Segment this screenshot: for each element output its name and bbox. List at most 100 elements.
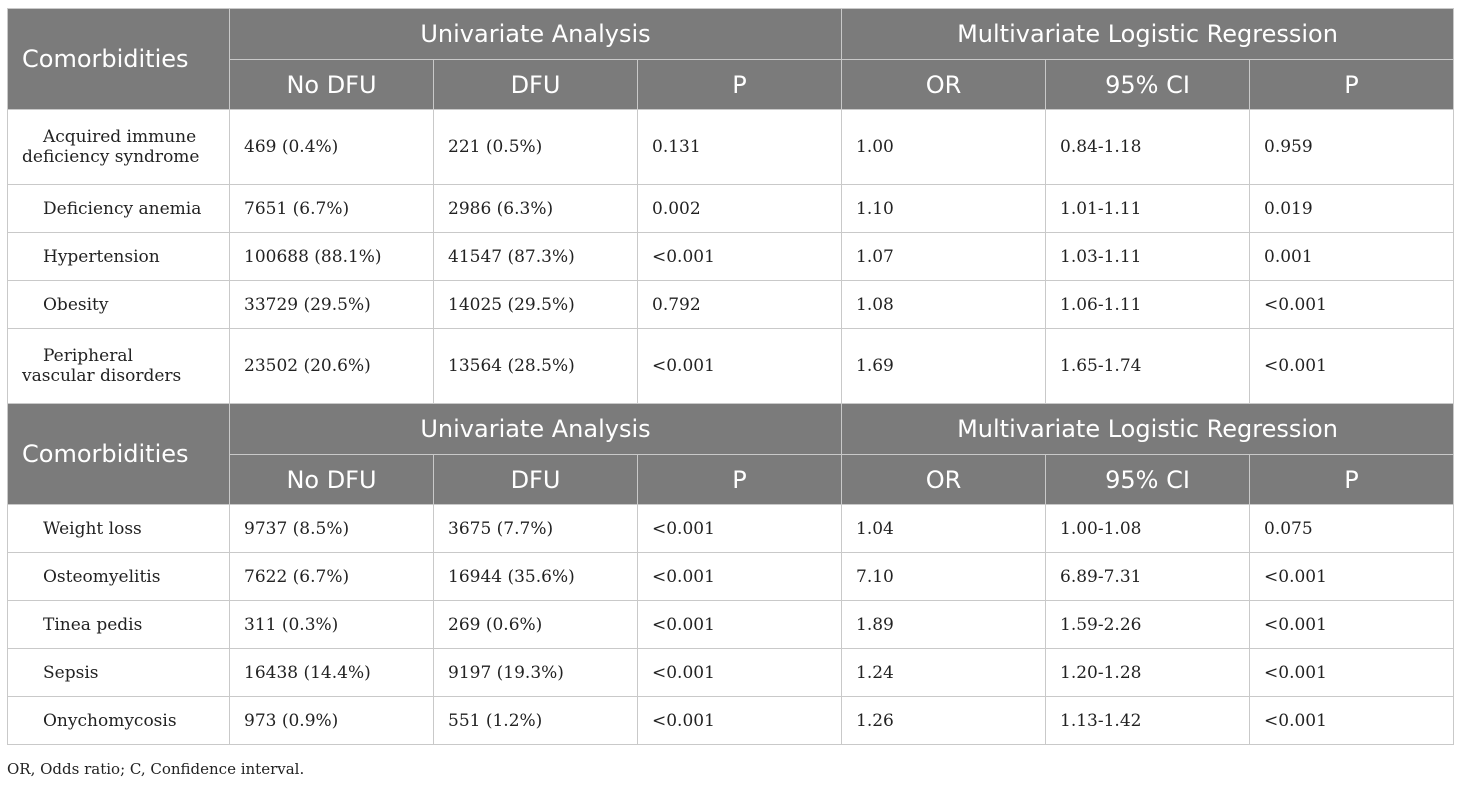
cell-p-univariate: 0.002	[636, 184, 843, 233]
col-header-ci: 95% CI	[1045, 59, 1251, 110]
cell-or: 1.10	[841, 184, 1047, 233]
row-label: Hypertension	[7, 232, 230, 281]
comorbidities-table: Comorbidities Univariate Analysis Multiv…	[7, 8, 1455, 745]
table-row: Onychomycosis 973 (0.9%) 551 (1.2%) <0.0…	[7, 696, 1455, 745]
cell-dfu: 41547 (87.3%)	[433, 232, 638, 281]
cell-ci: 1.13-1.42	[1045, 696, 1251, 745]
cell-or: 7.10	[841, 552, 1047, 601]
row-label-text: Osteomyelitis	[43, 566, 161, 587]
cell-p-univariate: <0.001	[636, 328, 843, 404]
row-label: Peripheral vascular disorders	[7, 328, 230, 404]
cell-p-univariate: <0.001	[636, 600, 843, 649]
col-header-no-dfu: No DFU	[229, 454, 434, 505]
cell-or: 1.89	[841, 600, 1047, 649]
col-header-or: OR	[841, 454, 1047, 505]
cell-dfu: 2986 (6.3%)	[433, 184, 638, 233]
cell-p-univariate: <0.001	[636, 696, 843, 745]
row-label-text: Onychomycosis	[43, 710, 177, 731]
cell-p-univariate: <0.001	[636, 648, 843, 697]
cell-p-univariate: 0.131	[636, 109, 843, 185]
cell-no-dfu: 9737 (8.5%)	[229, 504, 434, 553]
table-row: Obesity 33729 (29.5%) 14025 (29.5%) 0.79…	[7, 280, 1455, 329]
col-header-p-multivariate: P	[1249, 454, 1455, 505]
table-row: Peripheral vascular disorders 23502 (20.…	[7, 328, 1455, 404]
row-label: Onychomycosis	[7, 696, 230, 745]
table2-univariate-header: Univariate Analysis	[228, 403, 843, 455]
row-label: Osteomyelitis	[7, 552, 230, 601]
row-label-text: Obesity	[43, 294, 109, 315]
cell-p-multivariate: <0.001	[1249, 600, 1455, 649]
row-label-text: Deficiency anemia	[43, 198, 202, 219]
row-label-text: Tinea pedis	[43, 614, 143, 635]
row-label-text: Hypertension	[43, 246, 160, 267]
table-row: Tinea pedis 311 (0.3%) 269 (0.6%) <0.001…	[7, 600, 1455, 649]
table-row: Hypertension 100688 (88.1%) 41547 (87.3%…	[7, 232, 1455, 281]
col-header-ci: 95% CI	[1045, 454, 1251, 505]
cell-no-dfu: 23502 (20.6%)	[229, 328, 434, 404]
row-label: Weight loss	[7, 504, 230, 553]
col-header-dfu: DFU	[433, 59, 638, 110]
cell-ci: 1.03-1.11	[1045, 232, 1251, 281]
table-row: Weight loss 9737 (8.5%) 3675 (7.7%) <0.0…	[7, 504, 1455, 553]
cell-no-dfu: 33729 (29.5%)	[229, 280, 434, 329]
col-header-no-dfu: No DFU	[229, 59, 434, 110]
col-header-dfu: DFU	[433, 454, 638, 505]
cell-p-multivariate: <0.001	[1249, 696, 1455, 745]
cell-or: 1.00	[841, 109, 1047, 185]
col-header-or: OR	[841, 59, 1047, 110]
table2-header-row-1: Comorbidities Univariate Analysis Multiv…	[7, 403, 1455, 505]
table-row: Deficiency anemia 7651 (6.7%) 2986 (6.3%…	[7, 184, 1455, 233]
cell-p-multivariate: <0.001	[1249, 280, 1455, 329]
row-label-text: Sepsis	[43, 662, 99, 683]
table-row: Osteomyelitis 7622 (6.7%) 16944 (35.6%) …	[7, 552, 1455, 601]
cell-p-multivariate: <0.001	[1249, 328, 1455, 404]
row-label: Tinea pedis	[7, 600, 230, 649]
cell-dfu: 13564 (28.5%)	[433, 328, 638, 404]
col-header-p-univariate: P	[636, 454, 843, 505]
cell-ci: 1.06-1.11	[1045, 280, 1251, 329]
cell-ci: 1.00-1.08	[1045, 504, 1251, 553]
cell-dfu: 14025 (29.5%)	[433, 280, 638, 329]
cell-or: 1.07	[841, 232, 1047, 281]
row-label: Obesity	[7, 280, 230, 329]
table1-univariate-header: Univariate Analysis	[228, 8, 843, 60]
cell-p-multivariate: <0.001	[1249, 552, 1455, 601]
cell-p-univariate: 0.792	[636, 280, 843, 329]
cell-dfu: 9197 (19.3%)	[433, 648, 638, 697]
col-header-p-multivariate: P	[1249, 59, 1455, 110]
cell-no-dfu: 311 (0.3%)	[229, 600, 434, 649]
row-label-text: Weight loss	[43, 518, 142, 539]
cell-no-dfu: 7651 (6.7%)	[229, 184, 434, 233]
cell-dfu: 269 (0.6%)	[433, 600, 638, 649]
cell-no-dfu: 7622 (6.7%)	[229, 552, 434, 601]
cell-ci: 1.01-1.11	[1045, 184, 1251, 233]
table-footnote: OR, Odds ratio; C, Confidence interval.	[7, 760, 305, 778]
table-row: Acquired immune deficiency syndrome 469 …	[7, 109, 1455, 185]
cell-or: 1.26	[841, 696, 1047, 745]
cell-ci: 1.59-2.26	[1045, 600, 1251, 649]
cell-p-multivariate: 0.019	[1249, 184, 1455, 233]
cell-dfu: 3675 (7.7%)	[433, 504, 638, 553]
row-label-line: deficiency syndrome	[22, 147, 200, 167]
cell-ci: 6.89-7.31	[1045, 552, 1251, 601]
row-label: Acquired immune deficiency syndrome	[7, 109, 230, 185]
table1-header-row-2: No DFU DFU P OR 95% CI P	[8, 59, 1455, 110]
row-label-line: Peripheral	[43, 346, 133, 366]
cell-ci: 1.20-1.28	[1045, 648, 1251, 697]
cell-p-univariate: <0.001	[636, 232, 843, 281]
cell-dfu: 221 (0.5%)	[433, 109, 638, 185]
table1-header-row-1: Comorbidities Univariate Analysis Multiv…	[7, 8, 1455, 110]
cell-no-dfu: 973 (0.9%)	[229, 696, 434, 745]
cell-p-univariate: <0.001	[636, 504, 843, 553]
results-table-container: Comorbidities Univariate Analysis Multiv…	[7, 8, 1455, 745]
row-label: Sepsis	[7, 648, 230, 697]
cell-dfu: 16944 (35.6%)	[433, 552, 638, 601]
cell-or: 1.04	[841, 504, 1047, 553]
cell-ci: 0.84-1.18	[1045, 109, 1251, 185]
cell-p-multivariate: 0.959	[1249, 109, 1455, 185]
table2-stub-header: Comorbidities	[7, 403, 230, 505]
cell-p-univariate: <0.001	[636, 552, 843, 601]
row-label: Deficiency anemia	[7, 184, 230, 233]
cell-p-multivariate: 0.075	[1249, 504, 1455, 553]
table2-multivariate-header: Multivariate Logistic Regression	[841, 403, 1455, 455]
